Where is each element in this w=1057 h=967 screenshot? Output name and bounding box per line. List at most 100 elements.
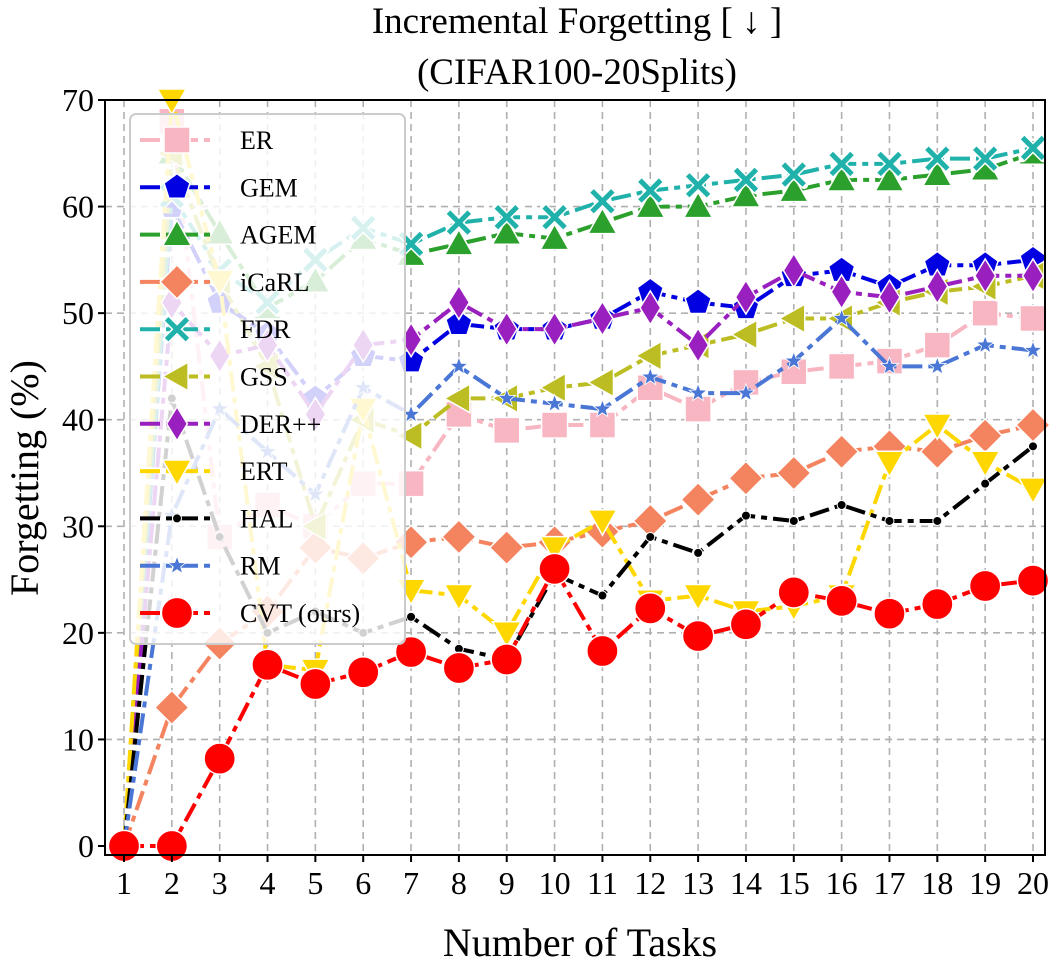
data-point-agem	[443, 228, 475, 256]
data-point-hal	[932, 515, 943, 526]
legend-label: DER++	[240, 410, 321, 439]
legend-item-gem: GEM	[140, 172, 298, 202]
data-point-hal	[406, 611, 417, 622]
data-point-icarl	[488, 529, 525, 566]
data-point-gem	[684, 287, 712, 315]
legend-item-gss: GSS	[140, 360, 288, 393]
data-point-ert	[873, 450, 906, 479]
legend-marker	[160, 596, 194, 630]
data-point-ert	[443, 583, 475, 612]
legend-label: AGEM	[240, 221, 317, 250]
legend-item-cvt-ours: CVT (ours)	[140, 596, 360, 630]
legend-item-rm: RM	[140, 552, 280, 581]
legend-label: iCaRL	[240, 268, 309, 297]
data-point-fdr	[875, 149, 904, 179]
x-tick-label: 9	[499, 865, 515, 901]
data-point-agem	[778, 174, 810, 203]
legend-item-hal: HAL	[140, 504, 293, 533]
legend-label: GSS	[240, 363, 288, 392]
data-point-fdr	[444, 208, 474, 237]
data-point-hal	[788, 515, 799, 526]
x-tick-label: 11	[587, 865, 618, 901]
x-tick-label: 5	[307, 865, 323, 901]
data-point-icarl	[680, 481, 717, 518]
x-tick-label: 7	[403, 865, 419, 901]
data-point-cvt-ours	[729, 607, 763, 641]
data-point-der	[926, 268, 949, 305]
plot-frame	[104, 99, 1046, 856]
data-point-agem	[586, 206, 618, 235]
data-point-agem	[873, 164, 906, 192]
x-tick-label: 3	[212, 865, 228, 901]
data-point-agem	[491, 217, 523, 246]
data-point-cvt-ours	[920, 587, 954, 621]
data-point-rm	[927, 355, 948, 375]
data-point-er	[827, 352, 856, 381]
data-point-rm	[735, 382, 756, 402]
data-point-ert	[1017, 477, 1049, 505]
data-point-fdr	[970, 144, 1000, 174]
x-tick-label: 18	[921, 865, 953, 901]
data-point-der	[878, 278, 901, 316]
data-point-rm	[592, 398, 613, 418]
data-point-gem	[445, 309, 473, 336]
data-point-ert	[682, 583, 714, 612]
data-point-cvt-ours	[633, 591, 667, 625]
data-point-fdr	[635, 176, 665, 205]
data-point-der	[639, 289, 662, 327]
data-point-fdr	[731, 165, 761, 195]
data-point-ert	[491, 621, 523, 649]
data-point-cvt-ours	[586, 634, 619, 668]
legend-label: GEM	[240, 173, 298, 202]
data-point-cvt-ours	[1016, 564, 1050, 597]
data-point-cvt-ours	[203, 742, 237, 775]
legend-item-ert: ERT	[140, 457, 288, 487]
y-tick-label: 50	[62, 295, 94, 331]
data-point-der	[591, 300, 614, 337]
data-point-rm	[448, 355, 469, 375]
data-point-hal	[645, 531, 656, 542]
data-point-cvt-ours	[346, 655, 380, 689]
legend-item-er: ER	[140, 126, 274, 155]
data-point-der	[495, 310, 518, 348]
legend-label: FDR	[240, 315, 291, 344]
legend-item-fdr: FDR	[140, 314, 291, 344]
legend-label: ERT	[240, 457, 288, 486]
data-point-hal	[597, 590, 608, 601]
chart-subtitle: (CIFAR100-20Splits)	[417, 52, 737, 93]
data-point-er	[540, 411, 569, 439]
data-point-rm	[831, 307, 852, 327]
legend-marker	[165, 405, 189, 443]
y-tick-label: 60	[62, 189, 94, 225]
data-point-der	[782, 252, 806, 289]
data-point-icarl	[153, 689, 190, 726]
data-point-rm	[640, 366, 661, 386]
data-point-er	[1019, 304, 1047, 333]
data-point-fdr	[588, 186, 617, 216]
data-point-cvt-ours	[394, 635, 428, 669]
legend-marker	[162, 314, 192, 344]
data-point-rm	[783, 350, 804, 370]
series-line-ert	[122, 98, 1034, 847]
data-point-er	[492, 416, 521, 445]
legend-marker	[166, 555, 188, 575]
x-tick-label: 1	[116, 865, 132, 901]
data-point-fdr	[492, 202, 522, 232]
data-point-hal	[740, 510, 751, 521]
x-tick-label: 14	[730, 865, 762, 901]
data-point-fdr	[827, 149, 857, 179]
data-point-cvt-ours	[442, 651, 476, 685]
legend-marker	[172, 513, 182, 524]
x-tick-label: 10	[539, 865, 571, 901]
data-point-er	[684, 395, 712, 423]
data-point-agem	[730, 180, 762, 208]
data-point-cvt-ours	[825, 584, 858, 618]
data-point-der	[543, 310, 566, 348]
data-point-rm	[688, 382, 709, 402]
x-tick-label: 13	[682, 865, 714, 901]
legend-marker	[161, 218, 193, 247]
data-point-agem	[539, 222, 571, 251]
x-tick-label: 2	[164, 865, 180, 901]
data-point-hal	[1028, 441, 1038, 452]
